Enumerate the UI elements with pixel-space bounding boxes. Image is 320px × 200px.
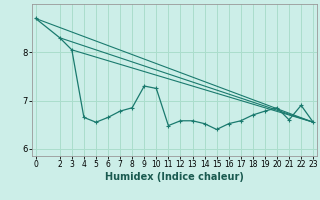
X-axis label: Humidex (Indice chaleur): Humidex (Indice chaleur) <box>105 172 244 182</box>
